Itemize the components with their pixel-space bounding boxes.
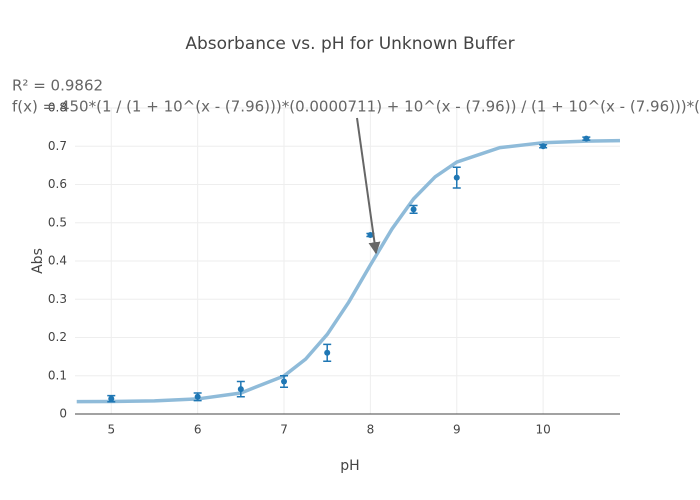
x-tick-label: 8 (367, 423, 375, 437)
y-tick-label: 0.8 (48, 101, 67, 115)
r-squared-annotation: R² = 0.9862 (12, 77, 103, 95)
y-tick-label: 0.3 (48, 292, 67, 306)
y-tick-label: 0.6 (48, 177, 67, 191)
data-point (324, 349, 331, 356)
y-tick-label: 0.5 (48, 215, 67, 229)
data-point (453, 174, 460, 181)
data-point (108, 395, 115, 402)
y-tick-label: 0.7 (48, 139, 67, 153)
data-point (540, 143, 547, 150)
y-tick-label: 0.1 (48, 368, 67, 382)
chart-title: Absorbance vs. pH for Unknown Buffer (185, 34, 514, 54)
data-point (583, 135, 590, 142)
fit-line (76, 138, 621, 404)
y-tick-label: 0 (59, 407, 67, 421)
data-point (410, 206, 417, 213)
data-point (194, 393, 201, 400)
data-point (237, 386, 244, 393)
plot-area: 0 0.1 0.2 0.3 0.4 0.5 0.6 0.7 0.8 5 6 7 8 9 10 (48, 101, 621, 437)
x-tick-label: 5 (107, 423, 115, 437)
x-tick-label: 7 (280, 423, 288, 437)
fit-formula-annotation: f(x) = 450*(1 / (1 + 10^(x - (7.96)))*(0… (12, 98, 700, 116)
y-tick-label: 0.2 (48, 330, 67, 344)
x-axis-label: pH (340, 458, 359, 474)
y-axis-label: Abs (30, 248, 46, 274)
x-tick-label: 9 (453, 423, 461, 437)
y-tick-label: 0.4 (48, 254, 67, 268)
x-tick-label: 10 (535, 423, 550, 437)
data-point (281, 378, 288, 385)
x-tick-label: 6 (194, 423, 202, 437)
annotation-arrow (356, 117, 381, 255)
data-point (367, 231, 374, 238)
